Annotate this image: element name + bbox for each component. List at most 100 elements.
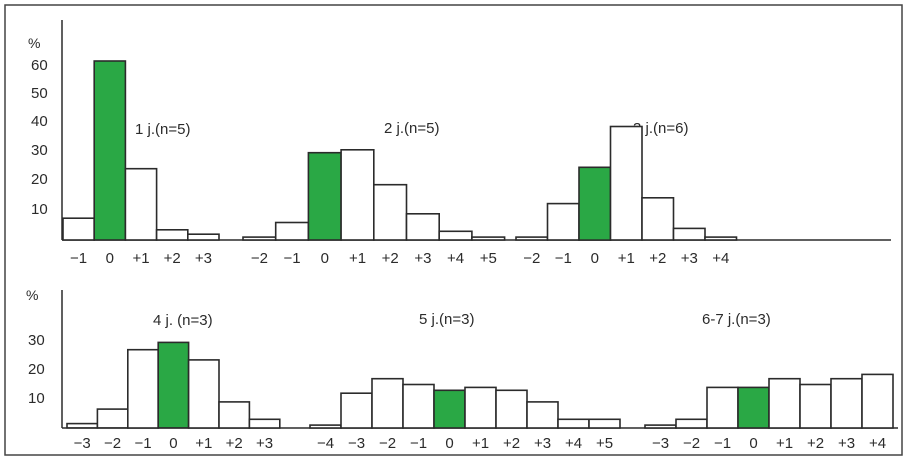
x-tick-panel6-minus3: −3 <box>652 435 669 452</box>
x-tick-panel3-0: 0 <box>591 250 599 267</box>
bar-panel3-plus4 <box>704 236 738 241</box>
bar-panel2-plus4 <box>438 230 473 241</box>
bar-panel2-0 <box>307 151 342 241</box>
bar-panel4-plus1 <box>187 359 220 429</box>
x-tick-panel3-plus1: +1 <box>618 250 635 267</box>
top-y-tick-10: 10 <box>31 201 48 218</box>
bottom-y-tick-10: 10 <box>28 390 45 407</box>
bottom-y-tick-30: 30 <box>28 332 45 349</box>
x-tick-panel6-minus2: −2 <box>683 435 700 452</box>
x-tick-panel4-minus1: −1 <box>134 435 151 452</box>
x-tick-panel6-plus2: +2 <box>807 435 824 452</box>
bar-panel2-plus5 <box>471 236 506 241</box>
x-tick-panel5-plus3: +3 <box>534 435 551 452</box>
bar-panel5-plus5 <box>588 418 621 429</box>
bar-panel6-minus2 <box>675 418 708 429</box>
x-tick-panel1-plus2: +2 <box>164 250 181 267</box>
bar-panel1-plus2 <box>155 229 189 241</box>
bar-panel3-plus1 <box>609 125 643 241</box>
top-y-tick-50: 50 <box>31 85 48 102</box>
x-tick-panel3-minus2: −2 <box>523 250 540 267</box>
bar-panel1-minus1 <box>62 217 96 241</box>
x-tick-panel3-minus1: −1 <box>555 250 572 267</box>
top-y-unit: % <box>28 35 40 51</box>
bar-panel3-plus3 <box>672 227 706 241</box>
bottom-y-unit: % <box>26 287 38 303</box>
bar-panel1-plus3 <box>187 233 220 241</box>
bar-panel4-minus3 <box>66 422 99 429</box>
panel-title-2j: 2 j.(n=5) <box>384 120 439 137</box>
chart-marks: −1 0 +1 +2 +3 −2 −1 0 +1 +2 +3 +4 +5 −2 −1 0 +1 +2 +3 +4−3−… <box>62 60 894 452</box>
bar-panel5-plus1 <box>464 386 497 429</box>
top-y-tick-30: 30 <box>31 142 48 159</box>
bar-panel3-plus2 <box>641 197 675 241</box>
x-tick-panel1-0: 0 <box>106 250 114 267</box>
x-tick-panel1-minus1: −1 <box>70 250 87 267</box>
panel-title-5j: 5 j.(n=3) <box>419 311 474 328</box>
top-y-tick-20: 20 <box>31 171 48 188</box>
bar-panel4-minus2 <box>96 408 129 429</box>
x-tick-panel5-0: 0 <box>445 435 453 452</box>
bar-panel6-plus3 <box>830 377 863 429</box>
bar-panel5-plus2 <box>495 389 528 429</box>
x-tick-panel1-plus3: +3 <box>195 250 212 267</box>
bar-panel6-plus2 <box>799 383 832 429</box>
x-tick-panel2-plus3: +3 <box>414 250 431 267</box>
x-tick-panel5-minus2: −2 <box>379 435 396 452</box>
panel-title-4j: 4 j. (n=3) <box>153 312 213 329</box>
bar-panel1-plus1 <box>124 167 158 241</box>
bar-panel2-plus1 <box>340 149 375 241</box>
bar-panel2-minus2 <box>242 236 277 241</box>
bar-panel3-minus1 <box>546 202 580 241</box>
x-tick-panel2-minus2: −2 <box>251 250 268 267</box>
bar-panel5-minus1 <box>402 383 435 429</box>
x-tick-panel3-plus3: +3 <box>681 250 698 267</box>
bar-panel5-0 <box>433 389 466 429</box>
bar-panel2-plus3 <box>405 213 441 241</box>
top-y-tick-40: 40 <box>31 113 48 130</box>
x-tick-panel2-plus5: +5 <box>480 250 497 267</box>
bar-panel3-0 <box>578 166 612 241</box>
panel-title-3j: 3 j.(n=6) <box>633 120 688 137</box>
x-tick-panel2-0: 0 <box>321 250 329 267</box>
bar-panel6-minus3 <box>644 424 677 429</box>
x-tick-panel6-0: 0 <box>749 435 757 452</box>
x-tick-panel2-plus2: +2 <box>382 250 399 267</box>
bar-panel4-minus1 <box>127 348 160 429</box>
bar-panel6-0 <box>737 386 770 429</box>
x-tick-panel2-minus1: −1 <box>284 250 301 267</box>
bar-panel5-minus4 <box>309 424 342 429</box>
bar-panel3-minus2 <box>515 236 549 241</box>
bar-panel6-minus1 <box>706 386 739 429</box>
bar-panel5-plus4 <box>557 418 590 429</box>
x-tick-panel2-plus1: +1 <box>349 250 366 267</box>
x-tick-panel4-plus2: +2 <box>226 435 243 452</box>
bar-panel4-plus3 <box>248 418 281 429</box>
x-tick-panel4-plus1: +1 <box>195 435 212 452</box>
bar-panel6-plus4 <box>861 373 894 429</box>
x-tick-panel5-plus1: +1 <box>472 435 489 452</box>
x-tick-panel5-minus3: −3 <box>348 435 365 452</box>
x-tick-panel4-0: 0 <box>169 435 177 452</box>
x-tick-panel5-plus4: +4 <box>565 435 582 452</box>
bar-panel1-0 <box>93 60 127 241</box>
x-tick-panel6-plus4: +4 <box>869 435 886 452</box>
x-tick-panel5-plus2: +2 <box>503 435 520 452</box>
x-tick-panel4-plus3: +3 <box>256 435 273 452</box>
x-tick-panel5-plus5: +5 <box>596 435 613 452</box>
bar-panel2-minus1 <box>274 221 310 241</box>
bar-panel2-plus2 <box>372 183 408 241</box>
bar-panel4-plus2 <box>218 401 251 429</box>
x-tick-panel1-plus1: +1 <box>132 250 149 267</box>
x-tick-panel4-minus2: −2 <box>104 435 121 452</box>
x-tick-panel6-plus3: +3 <box>838 435 855 452</box>
x-tick-panel5-minus1: −1 <box>410 435 427 452</box>
bar-panel4-0 <box>157 341 190 429</box>
panel-title-1j: 1 j.(n=5) <box>135 121 190 138</box>
x-tick-panel3-plus4: +4 <box>712 250 729 267</box>
bar-panel5-plus3 <box>526 401 559 429</box>
panel-title-6-7j: 6-7 j.(n=3) <box>702 311 771 328</box>
x-tick-panel3-plus2: +2 <box>649 250 666 267</box>
top-y-tick-60: 60 <box>31 57 48 74</box>
